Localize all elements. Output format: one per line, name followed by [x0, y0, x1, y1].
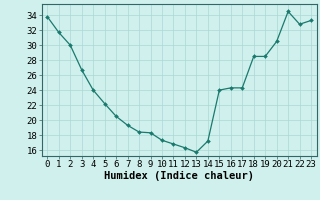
X-axis label: Humidex (Indice chaleur): Humidex (Indice chaleur)	[104, 171, 254, 181]
